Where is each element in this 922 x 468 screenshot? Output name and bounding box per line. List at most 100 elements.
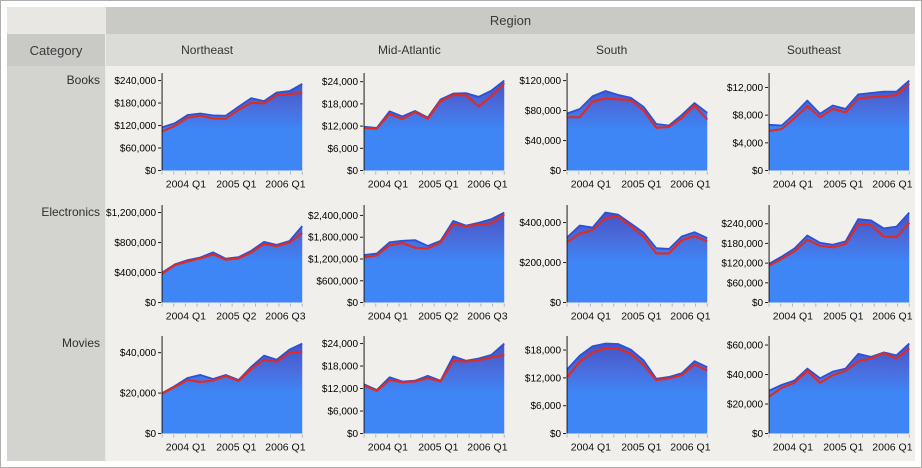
svg-text:$0: $0: [347, 298, 359, 309]
svg-text:$12,000: $12,000: [322, 122, 359, 133]
chart-books-south: $0 $40,000 $80,000 $120,000 2004 Q1 2005 Q1 20…: [510, 66, 713, 198]
svg-text:2005 Q1: 2005 Q1: [823, 310, 863, 322]
area-chart-svg: $0 $6,000 $12,000 $18,000 $24,000 2004 Q1 2005…: [322, 73, 508, 191]
trellis-grid: Region Category Northeast Mid-Atlantic S…: [7, 7, 915, 461]
svg-text:2004 Q1: 2004 Q1: [368, 179, 408, 191]
area-chart-svg: $0 $40,000 $80,000 $120,000 2004 Q1 2005 Q1 20…: [519, 73, 710, 191]
svg-text:$0: $0: [752, 429, 764, 440]
svg-text:2006 Q1: 2006 Q1: [265, 442, 305, 454]
area-chart-svg: $0 $200,000 $400,000 2004 Q1 2005 Q1 2006 Q1: [519, 204, 710, 322]
svg-text:2004 Q1: 2004 Q1: [773, 310, 813, 322]
svg-text:2006 Q1: 2006 Q1: [468, 179, 508, 191]
svg-text:2006 Q1: 2006 Q1: [872, 442, 912, 454]
svg-text:$1,200,000: $1,200,000: [308, 254, 358, 265]
svg-text:2005 Q1: 2005 Q1: [621, 179, 661, 191]
svg-text:$400,000: $400,000: [114, 268, 156, 279]
area-chart-svg: $0 $6,000 $12,000 $18,000 2004 Q1 2005 Q1 2006…: [524, 336, 710, 454]
svg-text:2004 Q1: 2004 Q1: [166, 442, 206, 454]
svg-text:$120,000: $120,000: [721, 258, 763, 269]
column-header-mid-atlantic: Mid-Atlantic: [308, 34, 511, 66]
column-header-label: South: [595, 43, 628, 57]
svg-text:$2,400,000: $2,400,000: [308, 211, 358, 222]
category-header-label: Category: [29, 42, 83, 58]
svg-text:$180,000: $180,000: [721, 239, 763, 250]
svg-text:$800,000: $800,000: [114, 238, 156, 249]
chart-movies-northeast: $0 $20,000 $40,000 2004 Q1 2005 Q1 2006 Q1: [106, 329, 309, 461]
svg-text:$120,000: $120,000: [114, 121, 156, 132]
svg-text:$6,000: $6,000: [328, 144, 359, 155]
svg-text:$1,200,000: $1,200,000: [106, 208, 156, 219]
chart-books-southeast: $0 $4,000 $8,000 $12,000 2004 Q1 2005 Q1 2006 …: [712, 66, 915, 198]
svg-text:2006 Q1: 2006 Q1: [670, 310, 710, 322]
svg-text:2005 Q1: 2005 Q1: [823, 179, 863, 191]
chart-books-northeast: $0 $60,000 $120,000 $180,000 $240,000 2004 Q1…: [106, 66, 309, 198]
svg-text:$60,000: $60,000: [727, 341, 764, 352]
svg-text:2005 Q2: 2005 Q2: [418, 310, 458, 322]
chart-movies-mid-atlantic: $0 $6,000 $12,000 $18,000 $24,000 2004 Q1 2005…: [308, 329, 511, 461]
svg-text:2004 Q1: 2004 Q1: [166, 179, 206, 191]
area-chart-svg: $0 $4,000 $8,000 $12,000 2004 Q1 2005 Q1 2006 …: [727, 73, 912, 191]
region-header: Region: [106, 7, 915, 34]
column-header-southeast: Southeast: [712, 34, 915, 66]
svg-text:$4,000: $4,000: [732, 138, 763, 149]
chart-electronics-northeast: $0 $400,000 $800,000 $1,200,000 2004 Q1 2005 …: [106, 197, 309, 330]
svg-text:2004 Q1: 2004 Q1: [368, 310, 408, 322]
svg-text:$0: $0: [752, 166, 764, 177]
category-header: Category: [7, 34, 106, 66]
chart-electronics-southeast: $0 $60,000 $120,000 $180,000 $240,000 2004 Q1…: [712, 197, 915, 330]
svg-text:2005 Q1: 2005 Q1: [418, 179, 458, 191]
row-label-electronics: Electronics: [7, 197, 106, 330]
svg-text:$0: $0: [549, 166, 561, 177]
svg-text:$400,000: $400,000: [519, 218, 561, 229]
svg-text:2006 Q1: 2006 Q1: [468, 442, 508, 454]
svg-text:$240,000: $240,000: [721, 219, 763, 230]
row-label-books: Books: [7, 66, 106, 198]
svg-text:2005 Q1: 2005 Q1: [418, 442, 458, 454]
svg-text:$80,000: $80,000: [524, 106, 561, 117]
area-chart-svg: $0 $60,000 $120,000 $180,000 $240,000 2004 Q1…: [114, 73, 306, 191]
area-chart-svg: $0 $60,000 $120,000 $180,000 $240,000 2004 Q1…: [721, 204, 912, 322]
region-header-label: Region: [489, 13, 532, 28]
svg-text:$8,000: $8,000: [732, 111, 763, 122]
svg-text:2004 Q1: 2004 Q1: [570, 179, 610, 191]
svg-text:$20,000: $20,000: [727, 400, 764, 411]
svg-text:$12,000: $12,000: [524, 374, 561, 385]
svg-text:$0: $0: [549, 298, 561, 309]
chart-electronics-mid-atlantic: $0 $600,000 $1,200,000 $1,800,000 $2,400,000…: [308, 197, 511, 330]
column-header-label: Northeast: [181, 43, 234, 57]
svg-text:2004 Q1: 2004 Q1: [166, 310, 206, 322]
corner-cell: [7, 7, 106, 34]
svg-text:2006 Q1: 2006 Q1: [670, 179, 710, 191]
column-header-northeast: Northeast: [106, 34, 309, 66]
svg-text:$600,000: $600,000: [317, 276, 359, 287]
svg-text:$0: $0: [752, 298, 764, 309]
svg-text:$12,000: $12,000: [727, 83, 764, 94]
svg-text:$24,000: $24,000: [322, 339, 359, 350]
svg-text:$6,000: $6,000: [328, 407, 359, 418]
svg-text:2005 Q1: 2005 Q1: [216, 179, 256, 191]
chart-electronics-south: $0 $200,000 $400,000 2004 Q1 2005 Q1 2006 Q1: [510, 197, 713, 330]
svg-text:2006 Q1: 2006 Q1: [670, 442, 710, 454]
svg-text:2004 Q1: 2004 Q1: [773, 179, 813, 191]
svg-text:2005 Q1: 2005 Q1: [621, 310, 661, 322]
area-chart-svg: $0 $6,000 $12,000 $18,000 $24,000 2004 Q1 2005…: [322, 336, 508, 454]
row-label-movies: Movies: [7, 329, 106, 461]
row-label-text: Books: [66, 73, 100, 87]
svg-text:$240,000: $240,000: [114, 76, 156, 87]
svg-text:$0: $0: [145, 166, 157, 177]
svg-text:$1,800,000: $1,800,000: [308, 232, 358, 243]
chart-books-mid-atlantic: $0 $6,000 $12,000 $18,000 $24,000 2004 Q1 2005…: [308, 66, 511, 198]
svg-text:$0: $0: [347, 166, 359, 177]
svg-text:$0: $0: [145, 429, 157, 440]
area-chart-svg: $0 $400,000 $800,000 $1,200,000 2004 Q1 2005 …: [106, 204, 306, 322]
chart-movies-south: $0 $6,000 $12,000 $18,000 2004 Q1 2005 Q1 2006…: [510, 329, 713, 461]
svg-text:2006 Q1: 2006 Q1: [872, 179, 912, 191]
svg-text:$40,000: $40,000: [120, 348, 157, 359]
svg-text:2005 Q2: 2005 Q2: [216, 310, 256, 322]
area-chart-svg: $0 $20,000 $40,000 2004 Q1 2005 Q1 2006 Q1: [120, 336, 306, 454]
svg-text:$60,000: $60,000: [120, 144, 157, 155]
row-label-text: Movies: [61, 336, 100, 351]
area-chart-svg: $0 $20,000 $40,000 $60,000 2004 Q1 2005 Q1 200…: [727, 336, 912, 454]
svg-text:$60,000: $60,000: [727, 278, 764, 289]
